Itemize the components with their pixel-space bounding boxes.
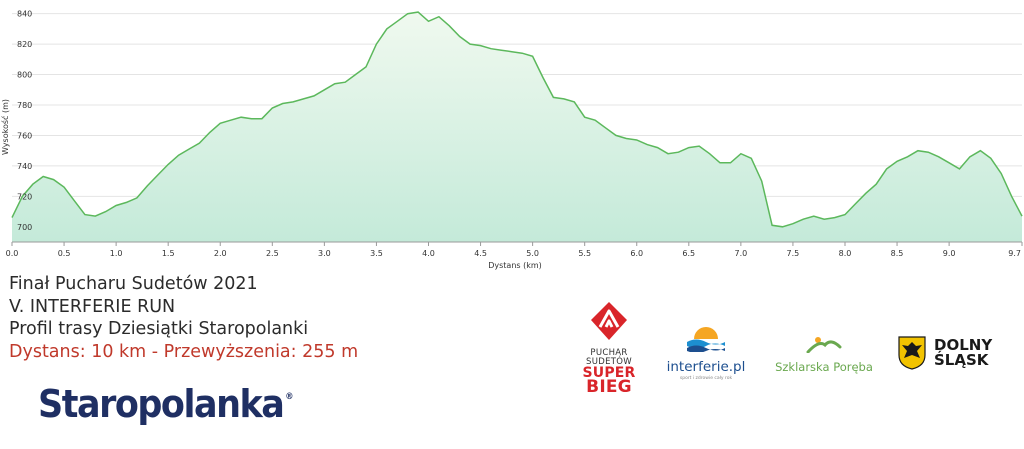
x-tick-label: 4.5: [474, 249, 487, 258]
x-tick-label: 0.5: [58, 249, 71, 258]
y-tick-label: 820: [17, 40, 32, 49]
elevation-area: [12, 12, 1022, 242]
x-tick-label: 8.5: [891, 249, 904, 258]
puchar-emblem-icon: [591, 302, 627, 340]
y-tick-label: 720: [17, 192, 32, 201]
y-tick-label: 780: [17, 101, 32, 110]
elevation-chart: 0.0 0.5 1.0 1.5 2.0 2.5 3.0 3.5 4.0 4.5 5.0 5.5 6.0 6…: [0, 10, 1023, 270]
dolny-slask-logo: DOLNY ŚLĄSK: [898, 336, 992, 375]
distance-elevation-summary: Dystans: 10 km - Przewyższenia: 255 m: [9, 341, 359, 362]
x-tick-label: 9.7: [1008, 249, 1021, 258]
x-tick-label: 5.0: [526, 249, 539, 258]
puchar-sudetow-logo: PUCHAR SUDETÓW SUPER BIEG: [572, 300, 646, 396]
x-axis-ticks: 0.0 0.5 1.0 1.5 2.0 2.5 3.0 3.5 4.0 4.5 5.0 5.5 6.0 6…: [6, 242, 1023, 258]
race-subtitle: V. INTERFERIE RUN: [9, 296, 176, 317]
x-tick-label: 3.0: [318, 249, 331, 258]
x-tick-label: 0.0: [6, 249, 19, 258]
x-tick-label: 1.5: [162, 249, 175, 258]
x-tick-label: 8.0: [839, 249, 852, 258]
x-tick-label: 7.0: [734, 249, 747, 258]
y-tick-label: 740: [17, 162, 32, 171]
x-tick-label: 6.5: [682, 249, 695, 258]
x-tick-label: 2.5: [266, 249, 279, 258]
interferie-logo: interferie.pl sport i zdrowie cały rok: [660, 322, 752, 381]
x-tick-label: 2.0: [214, 249, 227, 258]
y-axis-ticks: 700 720 740 760 780 800 820 840: [17, 10, 32, 232]
y-tick-label: 760: [17, 131, 32, 140]
x-tick-label: 1.0: [110, 249, 123, 258]
y-tick-label: 800: [17, 71, 32, 80]
y-axis-title: Wysokość (m): [0, 99, 10, 155]
x-tick-label: 3.5: [370, 249, 383, 258]
eagle-shield-icon: [898, 336, 926, 370]
x-tick-label: 4.0: [422, 249, 435, 258]
race-title: Finał Pucharu Sudetów 2021: [9, 274, 258, 294]
x-tick-label: 5.5: [578, 249, 591, 258]
x-axis-title: Dystans (km): [488, 261, 542, 270]
sun-wave-icon: [687, 327, 725, 353]
x-tick-label: 6.0: [630, 249, 643, 258]
y-tick-label: 840: [17, 10, 32, 19]
route-profile-label: Profil trasy Dziesiątki Staropolanki: [9, 319, 309, 339]
szklarska-poreba-logo: Szklarska Poręba: [764, 335, 884, 374]
x-tick-label: 9.0: [943, 249, 956, 258]
x-tick-label: 7.5: [787, 249, 800, 258]
y-tick-label: 700: [17, 223, 32, 232]
elevation-line: [11, 11, 1023, 228]
race-info: Finał Pucharu Sudetów 2021 V. INTERFERIE…: [9, 273, 358, 363]
staropolanka-logo: Staropolanka ®: [38, 382, 294, 426]
mountain-figure-icon: [806, 337, 842, 354]
